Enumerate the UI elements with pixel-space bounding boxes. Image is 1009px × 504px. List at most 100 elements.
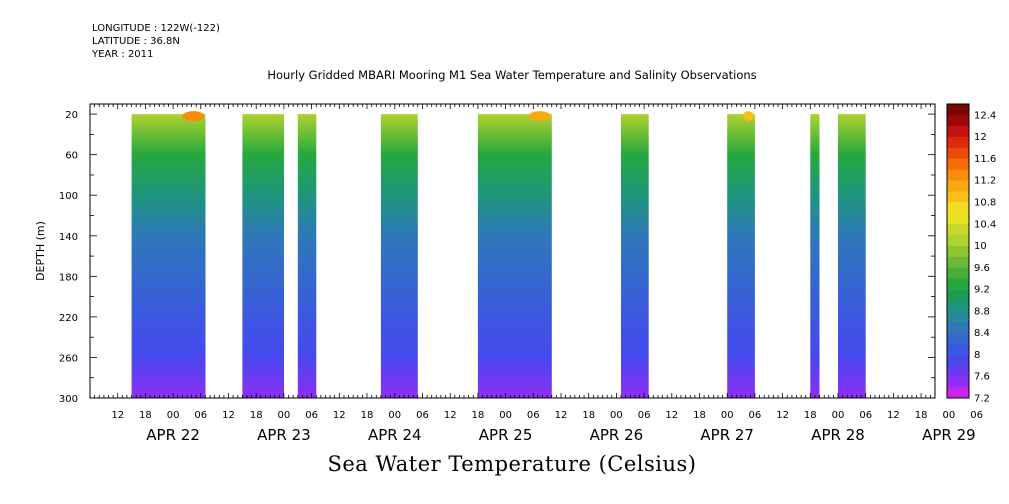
x-date-label: APR 27	[700, 426, 754, 444]
x-date-label: APR 24	[368, 426, 422, 444]
colorbar-swatch	[947, 223, 969, 235]
x-hour-tick-label: 18	[361, 410, 374, 421]
colorbar-swatch	[947, 245, 969, 257]
colorbar-swatch	[947, 354, 969, 366]
x-hour-tick-label: 18	[582, 410, 595, 421]
colorbar-label: 8.8	[974, 306, 990, 317]
data-segment	[131, 114, 206, 398]
x-hour-tick-label: 00	[721, 410, 734, 421]
colorbar-label: 12	[974, 132, 987, 143]
colorbar-label: 9.2	[974, 285, 990, 296]
colorbar-label: 9.6	[974, 263, 990, 274]
longitude-label: LONGITUDE : 122W(-122)	[92, 23, 220, 34]
x-hour-tick-label: 00	[278, 410, 291, 421]
x-hour-tick-label: 12	[776, 410, 789, 421]
colorbar-swatch	[947, 365, 969, 377]
x-date-label: APR 23	[257, 426, 311, 444]
colorbar-swatch	[947, 158, 969, 170]
colorbar-swatch	[947, 180, 969, 192]
colorbar-swatch	[947, 310, 969, 323]
colorbar-swatch	[947, 169, 969, 181]
colorbar-swatch	[947, 234, 969, 246]
colorbar-swatch	[947, 343, 969, 355]
x-hour-tick-label: 18	[915, 410, 928, 421]
y-tick-label: 220	[59, 313, 78, 324]
colorbar-swatch	[947, 321, 969, 333]
x-hour-tick-label: 06	[416, 410, 429, 421]
colorbar-swatch	[947, 212, 969, 225]
year-label: YEAR : 2011	[92, 49, 154, 60]
colorbar: 7.2 7.6 8 8.4 8.8 9.2 9.6 10 10.4 10.8 11.2 11.6 12 1…	[946, 103, 996, 405]
latitude-label: LATITUDE : 36.8N	[92, 36, 180, 47]
colorbar-label: 7.2	[974, 394, 990, 405]
warm-surface-patch	[182, 111, 205, 122]
x-hour-tick-label: 18	[250, 410, 263, 421]
x-date-label: APR 29	[922, 426, 976, 444]
y-tick-label: 300	[59, 394, 78, 405]
x-hour-tick-label: 06	[305, 410, 318, 421]
data-segment	[727, 114, 755, 398]
x-hour-tick-label: 00	[832, 410, 845, 421]
data-segment	[838, 114, 866, 398]
colorbar-swatch	[947, 104, 969, 116]
data-segment	[297, 114, 317, 398]
x-hour-tick-label: 06	[638, 410, 651, 421]
colorbar-swatch	[947, 278, 969, 290]
colorbar-label: 10.8	[974, 198, 996, 209]
colorbar-label: 11.2	[974, 176, 996, 187]
data-segment	[477, 114, 552, 398]
y-tick-label: 20	[65, 110, 78, 121]
colorbar-swatch	[947, 191, 969, 203]
x-date-label: APR 28	[811, 426, 865, 444]
colorbar-swatch	[947, 136, 969, 148]
x-hour-tick-label: 12	[887, 410, 900, 421]
colorbar-swatch	[947, 125, 969, 137]
x-hour-tick-label: 06	[194, 410, 207, 421]
x-hour-tick-label: 18	[693, 410, 706, 421]
colorbar-swatch	[947, 202, 969, 214]
colorbar-swatch	[947, 256, 969, 268]
colorbar-swatch	[947, 267, 969, 279]
data-segment	[242, 114, 284, 398]
colorbar-label: 7.6	[974, 372, 990, 383]
chart-title: Hourly Gridded MBARI Mooring M1 Sea Wate…	[267, 68, 757, 82]
y-tick-label: 180	[59, 272, 78, 283]
x-hour-tick-label: 12	[222, 410, 235, 421]
x-hour-tick-label: 12	[665, 410, 678, 421]
x-hour-tick-label: 18	[472, 410, 485, 421]
data-segment	[380, 114, 418, 398]
y-tick-label: 60	[65, 151, 78, 162]
x-hour-tick-label: 12	[333, 410, 346, 421]
colorbar-swatch	[947, 289, 969, 301]
warm-surface-patch	[742, 111, 754, 122]
x-hour-tick-label: 00	[167, 410, 180, 421]
colorbar-label: 10.4	[974, 219, 996, 230]
colorbar-swatch	[947, 114, 969, 127]
x-hour-tick-label: 06	[970, 410, 983, 421]
colorbar-label: 11.6	[974, 154, 996, 165]
y-tick-label: 260	[59, 353, 78, 364]
colorbar-label: 8.4	[974, 328, 990, 339]
y-tick-label: 140	[59, 232, 78, 243]
x-hour-tick-label: 12	[555, 410, 568, 421]
x-axis-label: Sea Water Temperature (Celsius)	[327, 452, 697, 476]
colorbar-label: 10	[974, 241, 987, 252]
x-hour-tick-label: 00	[388, 410, 401, 421]
colorbar-swatch	[947, 300, 969, 312]
x-date-label: APR 22	[146, 426, 200, 444]
plot-frame	[89, 103, 936, 399]
x-hour-tick-label: 00	[499, 410, 512, 421]
y-tick-label: 100	[59, 191, 78, 202]
x-hour-tick-label: 12	[111, 410, 124, 421]
colorbar-label: 12.4	[974, 110, 996, 121]
x-hour-tick-label: 18	[139, 410, 152, 421]
x-hour-tick-label: 12	[444, 410, 457, 421]
x-hour-tick-label: 06	[859, 410, 872, 421]
colorbar-swatch	[947, 376, 969, 388]
x-hour-tick-label: 06	[749, 410, 762, 421]
colorbar-swatch	[947, 147, 969, 159]
x-hour-tick-label: 06	[527, 410, 540, 421]
data-segment	[810, 114, 820, 398]
data-layer	[131, 111, 866, 398]
x-date-label: APR 26	[590, 426, 644, 444]
